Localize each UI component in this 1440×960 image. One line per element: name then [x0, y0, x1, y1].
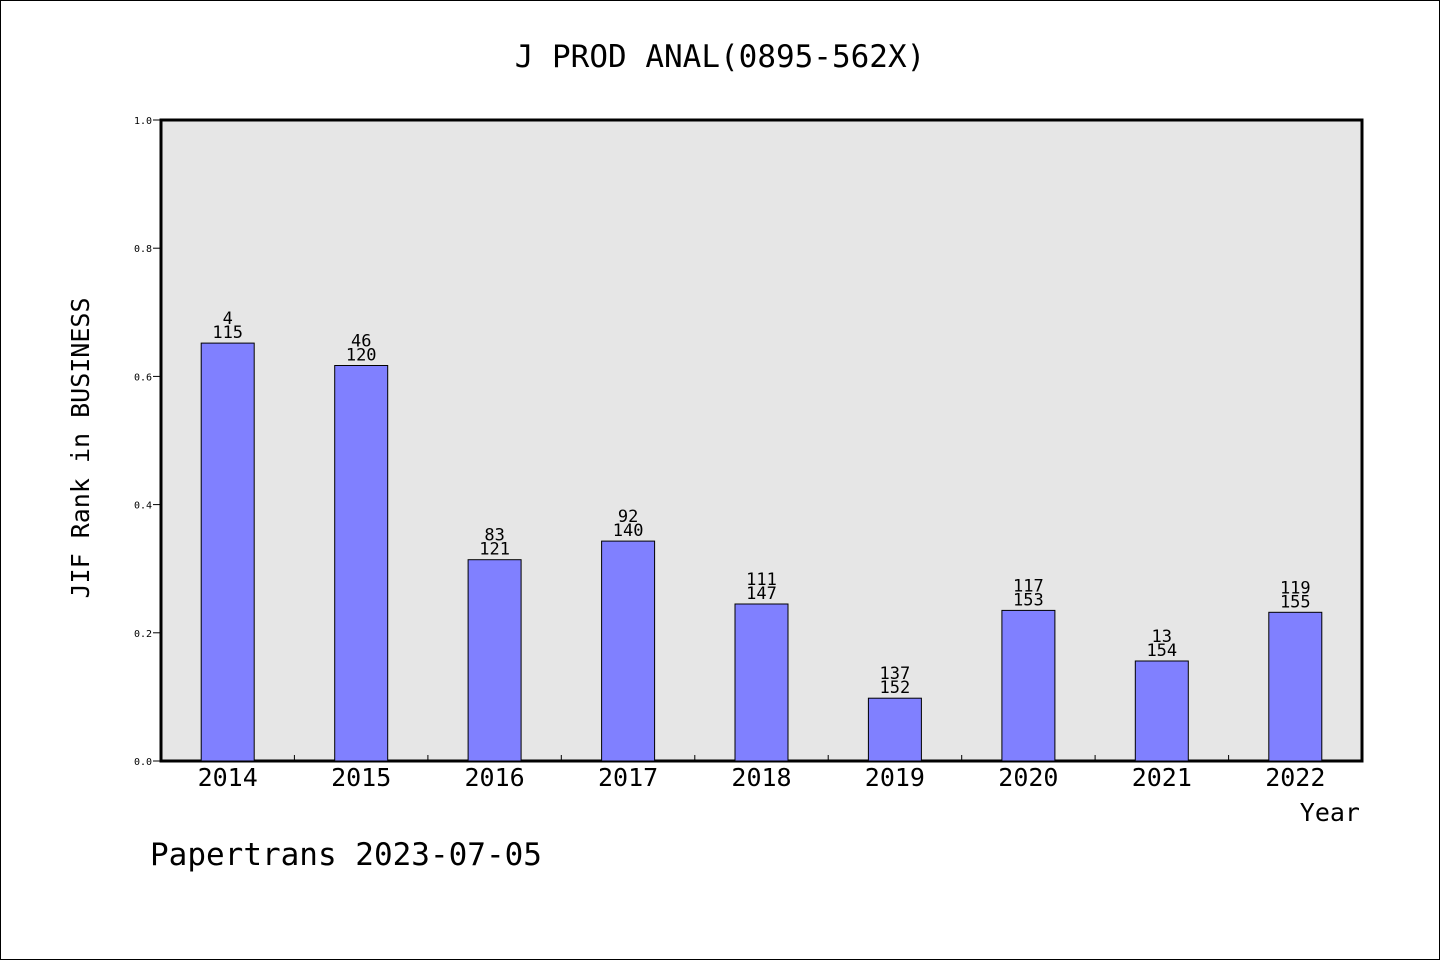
- bar-rank-label: 83: [484, 526, 504, 546]
- bar-total-label: 153: [1013, 590, 1044, 610]
- bar-total-label: 120: [346, 346, 377, 366]
- bar-2016: [467, 559, 522, 762]
- bar-total-label: 155: [1280, 592, 1311, 612]
- bar-total-label: 121: [479, 540, 510, 560]
- y-tick-label: 0.4: [134, 501, 152, 512]
- x-tick-label: 2019: [865, 763, 925, 792]
- bars-group: [200, 342, 1323, 762]
- bar-total-label: 154: [1146, 641, 1177, 661]
- bar-rank-label: 4: [223, 309, 233, 329]
- y-tick-label: 0.0: [134, 757, 152, 768]
- x-tick-label: 2021: [1132, 763, 1192, 792]
- bar-rank-label: 111: [746, 570, 777, 590]
- bar-2021: [1134, 660, 1189, 762]
- x-tick-label: 2018: [731, 763, 791, 792]
- x-tick-label: 2016: [464, 763, 524, 792]
- bar-total-label: 140: [613, 521, 644, 541]
- x-tick-label: 2014: [198, 763, 258, 792]
- bar-rank-label: 13: [1152, 627, 1172, 647]
- bar-rank-label: 119: [1280, 578, 1311, 598]
- bar-2015: [334, 365, 389, 762]
- x-axis-ticks: 2014 2015 2016 2017 2018 2019 2020 2021 2022: [198, 755, 1325, 792]
- bar-total-label: 152: [880, 678, 911, 698]
- y-tick-label: 0.6: [134, 372, 152, 383]
- y-axis-ticks: 0.0 0.2 0.4 0.6 0.8 1.0: [134, 116, 161, 768]
- bar-rank-label: 46: [351, 332, 371, 352]
- x-tick-label: 2022: [1265, 763, 1325, 792]
- bar-2014: [200, 342, 255, 762]
- footer-watermark: Papertrans 2023-07-05: [150, 837, 542, 873]
- bar-total-label: 115: [212, 323, 243, 343]
- bar-2019: [867, 697, 922, 762]
- bar-2018: [734, 603, 789, 762]
- bar-rank-label: 137: [880, 664, 911, 684]
- y-tick-label: 0.8: [134, 244, 152, 255]
- x-tick-label: 2015: [331, 763, 391, 792]
- y-axis-label: JIF Rank in BUSINESS: [66, 297, 95, 598]
- bar-rank-label: 117: [1013, 576, 1044, 596]
- bar-2017: [601, 540, 656, 762]
- bar-2022: [1268, 611, 1323, 762]
- x-tick-label: 2017: [598, 763, 658, 792]
- bar-2020: [1001, 609, 1056, 762]
- chart-title: J PROD ANAL(0895-562X): [515, 39, 926, 75]
- bar-total-label: 147: [746, 584, 777, 604]
- y-tick-label: 1.0: [134, 116, 152, 127]
- x-tick-label: 2020: [998, 763, 1058, 792]
- x-axis-label: Year: [1300, 798, 1360, 827]
- y-tick-label: 0.2: [134, 629, 152, 640]
- bar-rank-label: 92: [618, 507, 638, 527]
